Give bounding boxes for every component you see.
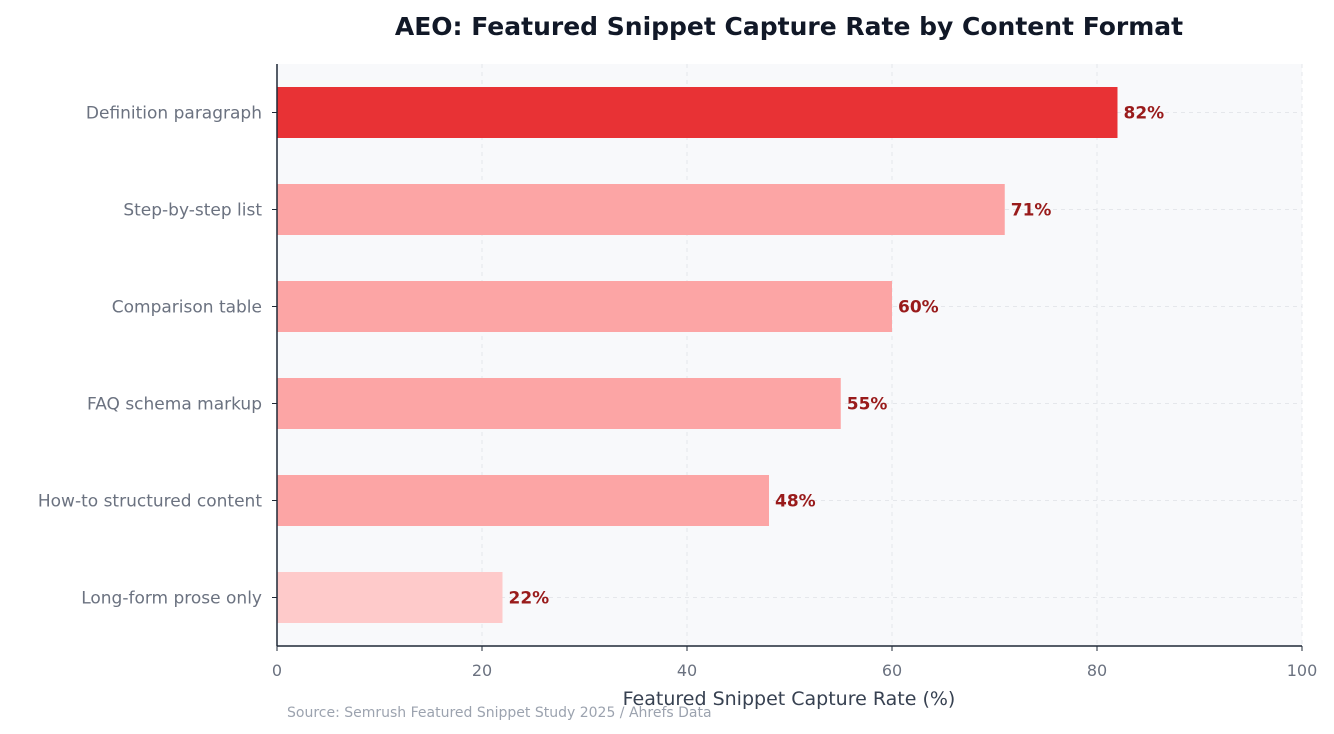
chart-title: AEO: Featured Snippet Capture Rate by Co… xyxy=(395,12,1183,41)
category-label-2: Comparison table xyxy=(112,298,262,318)
axes: Definition paragraph Step-by-step list Com… xyxy=(38,64,1317,680)
value-label-0: 82% xyxy=(1124,104,1165,124)
bars: 82% 71% 60% 55% 48% 22% xyxy=(277,87,1164,623)
bar-3 xyxy=(277,378,841,429)
x-tick-label-0: 0 xyxy=(272,661,282,680)
plot-area xyxy=(277,64,1302,646)
x-axis-label: Featured Snippet Capture Rate (%) xyxy=(623,688,956,710)
bar-0 xyxy=(277,87,1118,138)
x-tick-label-1: 20 xyxy=(472,661,492,680)
bar-5 xyxy=(277,572,503,623)
x-tick-label-5: 100 xyxy=(1287,661,1318,680)
category-label-4: How-to structured content xyxy=(38,492,262,512)
category-label-3: FAQ schema markup xyxy=(87,395,262,415)
bar-1 xyxy=(277,184,1005,235)
x-tick-label-4: 80 xyxy=(1087,661,1107,680)
value-label-4: 48% xyxy=(775,492,816,512)
category-label-1: Step-by-step list xyxy=(123,201,262,221)
bar-4 xyxy=(277,475,769,526)
x-tick-label-2: 40 xyxy=(677,661,697,680)
value-label-3: 55% xyxy=(847,395,888,415)
value-label-1: 71% xyxy=(1011,201,1052,221)
source-note: Source: Semrush Featured Snippet Study 2… xyxy=(287,705,712,721)
bar-2 xyxy=(277,281,892,332)
value-label-2: 60% xyxy=(898,298,939,318)
value-label-5: 22% xyxy=(509,589,550,609)
category-label-0: Definition paragraph xyxy=(86,104,262,124)
category-label-5: Long-form prose only xyxy=(81,589,262,609)
x-tick-label-3: 60 xyxy=(882,661,902,680)
